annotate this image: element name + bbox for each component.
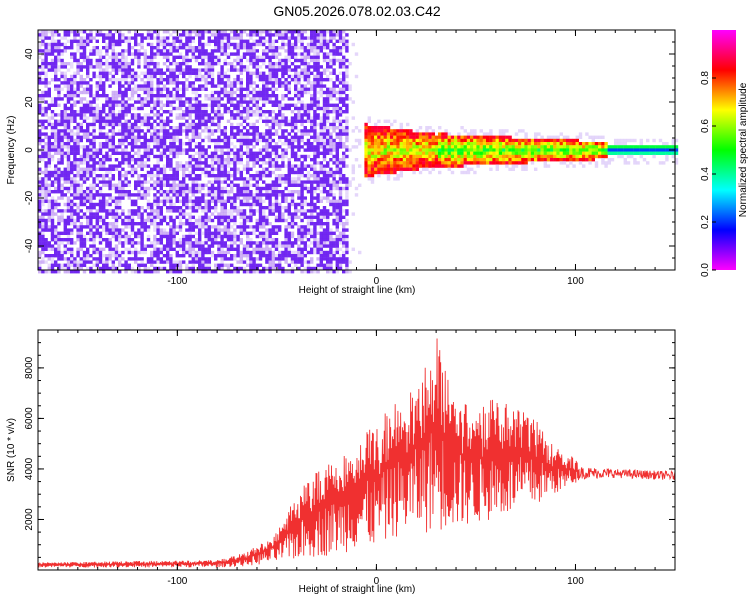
y-tick-label: 8000 bbox=[24, 356, 35, 379]
snr-series bbox=[37, 338, 676, 568]
y-tick-label: 4000 bbox=[24, 457, 35, 480]
x-tick-label: 0 bbox=[374, 576, 380, 587]
y-tick-label: 6000 bbox=[24, 407, 35, 430]
y-tick-label: 0 bbox=[24, 147, 35, 153]
x-tick-label: -100 bbox=[167, 276, 187, 287]
snr-axes: -100 0 100 2000 4000 6000 8000 bbox=[24, 329, 676, 587]
heatmap-axes: -100 0 100 -40 -20 0 20 40 bbox=[24, 29, 676, 287]
y-tick-label: 2000 bbox=[24, 508, 35, 531]
colorbar-label: Normalized spectral amplitude bbox=[738, 82, 749, 217]
colorbar-tick-label: 0.8 bbox=[700, 71, 711, 85]
colorbar-gradient bbox=[712, 30, 736, 270]
colorbar-tick-label: 0.2 bbox=[700, 215, 711, 229]
y-tick-label: 40 bbox=[24, 48, 35, 60]
figure-title: GN05.2026.078.02.03.C42 bbox=[273, 3, 441, 19]
x-tick-label: 100 bbox=[567, 576, 584, 587]
y-tick-label: -20 bbox=[24, 190, 35, 205]
heatmap-cells bbox=[38, 30, 679, 274]
y-tick-label: -40 bbox=[24, 238, 35, 253]
colorbar-tick-label: 0.4 bbox=[700, 167, 711, 181]
x-tick-label: 0 bbox=[374, 276, 380, 287]
snr-x-axis-label: Height of straight line (km) bbox=[299, 584, 416, 595]
colorbar-tick-label: 0.0 bbox=[700, 263, 711, 277]
heatmap-y-axis-label: Frequency (Hz) bbox=[6, 116, 17, 185]
colorbar-tick-label: 0.6 bbox=[700, 119, 711, 133]
heatmap-x-axis-label: Height of straight line (km) bbox=[299, 285, 416, 296]
y-tick-label: 20 bbox=[24, 96, 35, 108]
snr-y-axis-label: SNR (10 * v/v) bbox=[6, 418, 17, 482]
x-tick-label: 100 bbox=[567, 276, 584, 287]
colorbar: 0.0 0.2 0.4 0.6 0.8 bbox=[700, 30, 736, 277]
x-tick-label: -100 bbox=[167, 576, 187, 587]
snr-line bbox=[37, 338, 676, 568]
